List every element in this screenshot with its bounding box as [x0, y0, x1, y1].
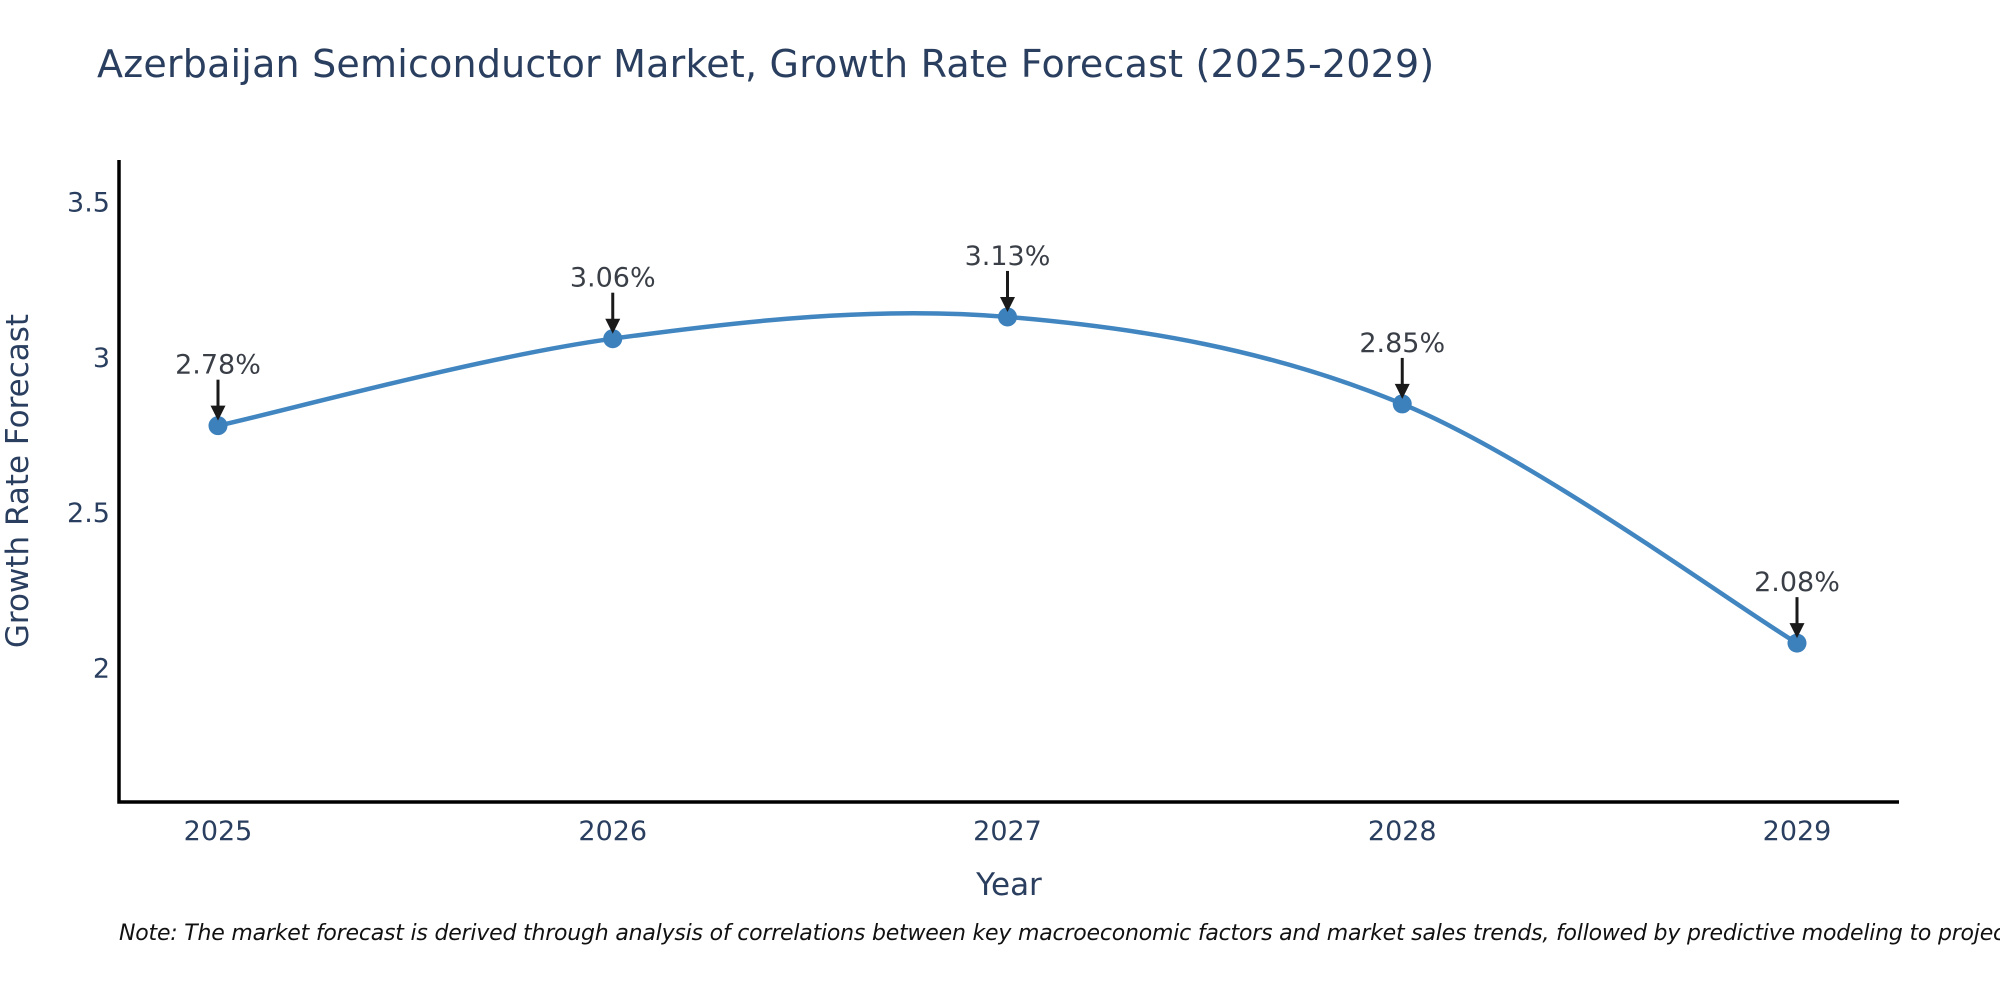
annotation-arrowhead [1789, 623, 1805, 639]
data-point-marker [603, 329, 623, 349]
point-annotation-label: 3.13% [965, 241, 1051, 272]
point-annotation-label: 2.85% [1359, 328, 1445, 359]
series-line [215, 310, 1800, 646]
chart-title: Azerbaijan Semiconductor Market, Growth … [97, 42, 1435, 86]
point-annotation-label: 2.08% [1754, 567, 1840, 598]
axis-lines [117, 160, 1899, 804]
data-point-marker [1392, 394, 1412, 414]
data-point-marker [998, 307, 1017, 327]
x-tick-label: 2028 [1368, 816, 1437, 847]
point-annotation: 2.78% [175, 350, 261, 421]
x-tick-label: 2027 [973, 816, 1042, 847]
annotation-arrowhead [210, 405, 226, 421]
point-annotation-label: 2.78% [175, 350, 261, 381]
y-axis-title: Growth Rate Forecast [0, 314, 36, 648]
x-tick-label: 2029 [1763, 816, 1832, 847]
data-point-marker [208, 416, 228, 436]
annotation-arrowhead [1394, 383, 1410, 399]
point-annotation: 3.13% [965, 241, 1051, 312]
footnote: Note: The market forecast is derived thr… [119, 921, 2000, 946]
y-tick-label: 2.5 [67, 498, 110, 529]
data-point-marker [1787, 633, 1807, 653]
point-annotation: 3.06% [570, 263, 656, 334]
point-annotation: 2.08% [1754, 567, 1840, 639]
annotation-arrowhead [605, 318, 621, 334]
point-annotation-label: 3.06% [570, 263, 656, 294]
x-tick-label: 2025 [184, 816, 253, 847]
x-axis-title: Year [975, 867, 1042, 903]
y-tick-label: 2 [93, 654, 110, 685]
x-tick-label: 2026 [578, 816, 647, 847]
y-tick-label: 3 [93, 343, 110, 374]
y-tick-label: 3.5 [67, 187, 110, 218]
annotation-arrowhead [1000, 296, 1015, 312]
point-annotation: 2.85% [1359, 328, 1445, 399]
